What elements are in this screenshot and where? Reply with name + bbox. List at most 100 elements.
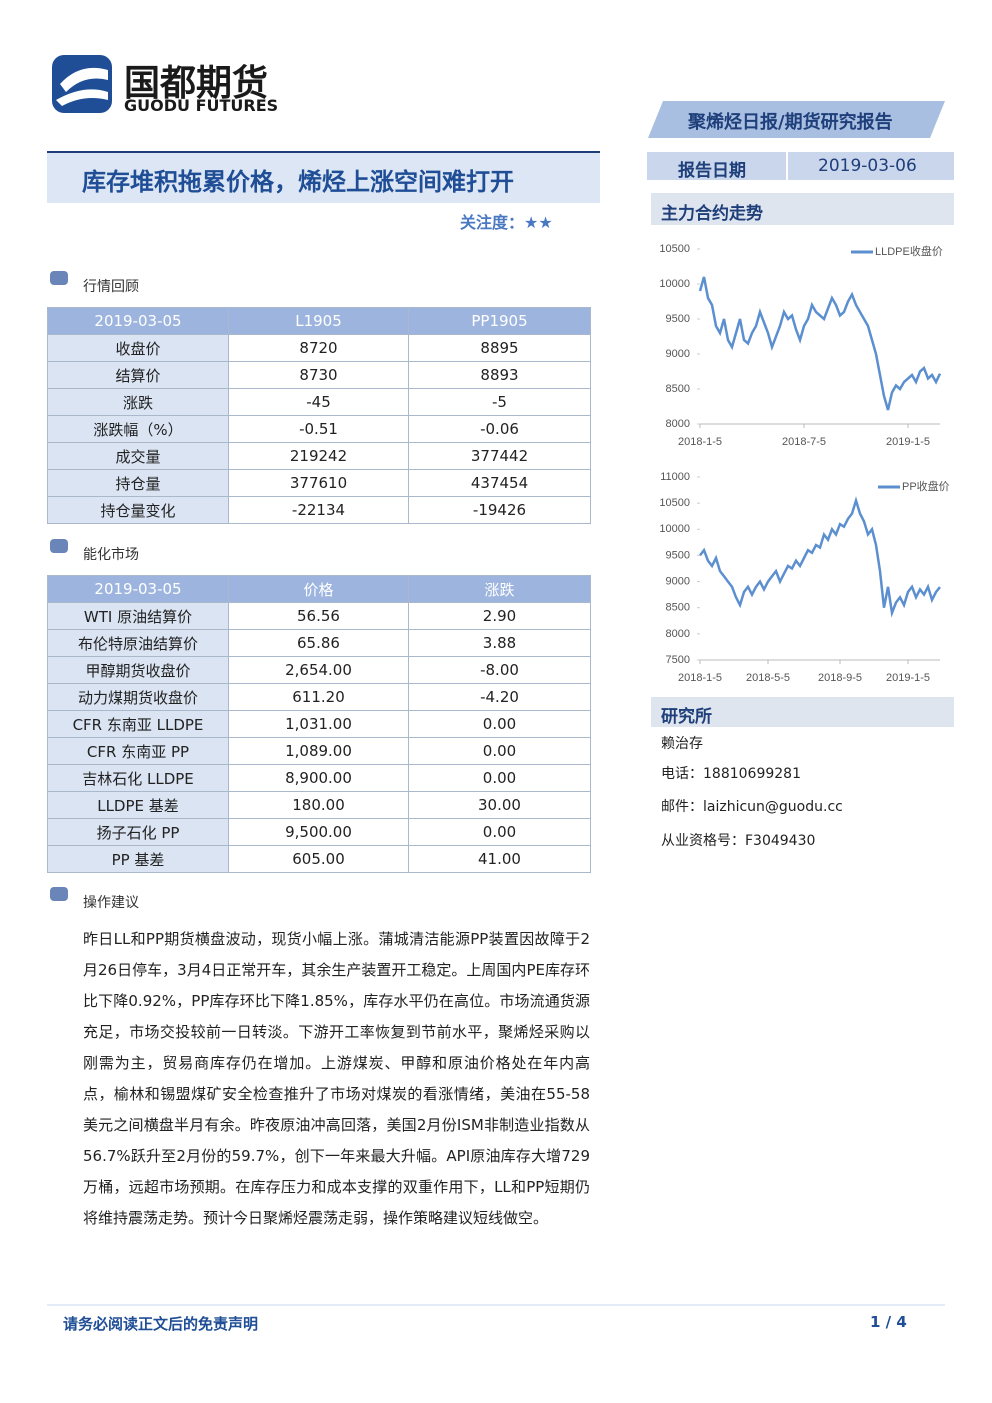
table-cell: 0.00	[408, 710, 591, 738]
table-cell: 8730	[228, 361, 409, 389]
table-cell: 56.56	[228, 602, 409, 630]
table-cell: 8895	[408, 334, 591, 362]
section-title: 操作建议	[83, 895, 139, 911]
table-cell: 吉林石化 LLDPE	[47, 764, 229, 792]
date-bg	[647, 152, 954, 180]
x-tick-label: 2018-9-5	[818, 672, 862, 684]
table-cell: 持仓量变化	[47, 496, 229, 524]
title-bg	[47, 152, 600, 203]
institute-header: 研究所	[661, 707, 712, 727]
table-cell: 涨跌幅（%）	[47, 415, 229, 443]
analyst-license: 从业资格号：F3049430	[661, 833, 816, 849]
analyst-email: 邮件：laizhicun@guodu.cc	[661, 799, 843, 815]
table-cell: 65.86	[228, 629, 409, 657]
y-tick-label: 10500	[659, 243, 690, 255]
table-cell: -8.00	[408, 656, 591, 684]
table-cell: 3.88	[408, 629, 591, 657]
y-tick-label: 9500	[666, 549, 690, 561]
x-tick-label: 2018-1-5	[678, 672, 722, 684]
banner-bg	[648, 101, 945, 138]
section-title: 能化市场	[83, 547, 139, 563]
report-title: 库存堆积拖累价格，烯烃上涨空间难打开	[82, 167, 514, 196]
legend-label: PP收盘价	[902, 479, 950, 493]
table-cell: 8,900.00	[228, 764, 409, 792]
table-cell: 8893	[408, 361, 591, 389]
table-cell: -45	[228, 388, 409, 416]
table-cell: 377442	[408, 442, 591, 470]
data-line	[699, 496, 941, 618]
page-number: 1 / 4	[870, 1313, 907, 1331]
table-cell: 180.00	[228, 791, 409, 819]
institute-header-bg	[651, 697, 954, 727]
table-cell: 动力煤期货收盘价	[47, 683, 229, 711]
table-cell: -22134	[228, 496, 409, 524]
table-cell: -19426	[408, 496, 591, 524]
table-cell: 8720	[228, 334, 409, 362]
banner: 聚烯烃日报/期货研究报告	[688, 112, 893, 133]
logo-mark	[52, 55, 112, 113]
section-icons	[50, 271, 68, 901]
table-cell: -0.51	[228, 415, 409, 443]
charts-header-bg	[651, 193, 954, 225]
table-cell: 0.00	[408, 818, 591, 846]
table-cell: 持仓量	[47, 469, 229, 497]
table-cell: 611.20	[228, 683, 409, 711]
table-cell: 成交量	[47, 442, 229, 470]
table-cell: 377610	[228, 469, 409, 497]
x-tick-label: 2019-1-5	[886, 436, 930, 448]
table-cell: 0.00	[408, 764, 591, 792]
table-cell: 41.00	[408, 845, 591, 873]
analyst-phone: 电话：18810699281	[661, 766, 801, 782]
table-cell: 2019-03-05	[47, 307, 229, 335]
data-line	[698, 276, 942, 411]
table-cell: 收盘价	[47, 334, 229, 362]
y-tick-label: 7500	[666, 654, 690, 666]
section-title: 行情回顾	[83, 279, 139, 295]
y-tick-label: 8000	[666, 418, 690, 430]
x-tick-label: 2019-1-5	[886, 672, 930, 684]
y-tick-label: 9500	[666, 313, 690, 325]
table-cell: -4.20	[408, 683, 591, 711]
y-tick-label: 11000	[660, 471, 690, 483]
table-cell: -5	[408, 388, 591, 416]
y-tick-label: 8000	[666, 628, 690, 640]
table-cell: PP 基差	[47, 845, 229, 873]
x-tick-label: 2018-7-5	[782, 436, 826, 448]
table-cell: 30.00	[408, 791, 591, 819]
table-cell: LLDPE 基差	[47, 791, 229, 819]
table-cell: PP1905	[408, 307, 591, 335]
table-cell: 605.00	[228, 845, 409, 873]
table-cell: 2019-03-05	[47, 575, 229, 603]
table-cell: 涨跌	[408, 575, 591, 603]
table-cell: 9,500.00	[228, 818, 409, 846]
table-cell: 1,089.00	[228, 737, 409, 765]
report-date: 2019-03-06	[818, 156, 917, 176]
logo-cn: 国都期货	[124, 63, 269, 104]
y-tick-label: 10000	[659, 523, 690, 535]
table-cell: WTI 原油结算价	[47, 602, 229, 630]
table-cell: -0.06	[408, 415, 591, 443]
y-tick-label: 8500	[666, 602, 690, 614]
table-cell: 0.00	[408, 737, 591, 765]
date-label: 报告日期	[678, 161, 746, 181]
advice-text: 昨日LL和PP期货横盘波动，现货小幅上涨。蒲城清洁能源PP装置因故障于2月26日…	[83, 930, 590, 1227]
y-tick-label: 10000	[659, 278, 690, 290]
table-cell: 437454	[408, 469, 591, 497]
logo-en: GUODU FUTURES	[124, 96, 279, 115]
analyst-name: 赖治存	[661, 736, 703, 752]
legend-label: LLDPE收盘价	[875, 244, 943, 258]
table-cell: L1905	[228, 307, 409, 335]
charts-header: 主力合约走势	[661, 204, 763, 224]
table-cell: 1,031.00	[228, 710, 409, 738]
table-cell: 2,654.00	[228, 656, 409, 684]
x-tick-label: 2018-1-5	[678, 436, 722, 448]
y-tick-label: 9000	[666, 575, 690, 587]
y-tick-label: 9000	[666, 348, 690, 360]
y-tick-label: 10500	[659, 497, 690, 509]
table-cell: CFR 东南亚 LLDPE	[47, 710, 229, 738]
table-cell: 布伦特原油结算价	[47, 629, 229, 657]
table-cell: 涨跌	[47, 388, 229, 416]
table-cell: 甲醇期货收盘价	[47, 656, 229, 684]
